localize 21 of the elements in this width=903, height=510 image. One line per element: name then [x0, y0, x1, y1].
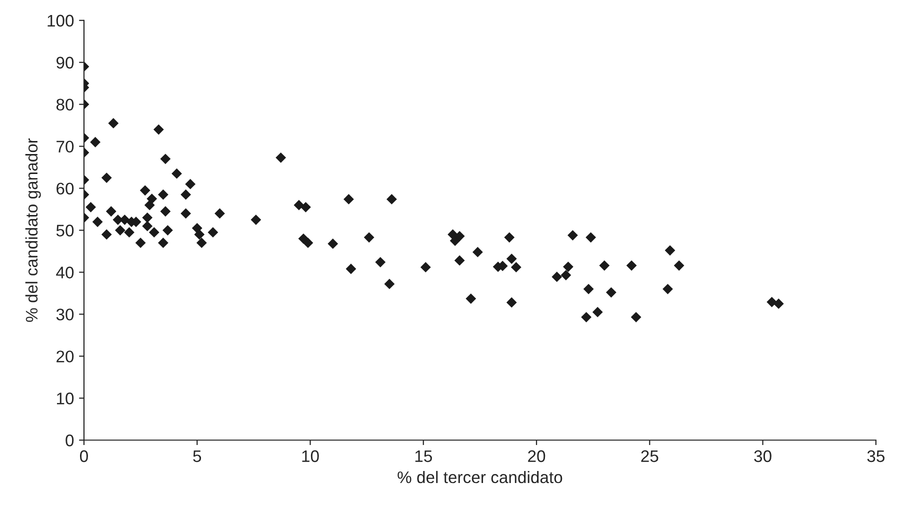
- y-tick-label: 10: [56, 392, 74, 404]
- x-tick-label: 20: [528, 450, 546, 462]
- x-axis-title: % del tercer candidato: [398, 470, 562, 484]
- y-tick-label: 80: [56, 98, 74, 111]
- x-tick-label: 35: [867, 450, 884, 462]
- x-tick-label: 25: [641, 450, 658, 462]
- y-tick-label: 30: [56, 308, 74, 320]
- x-tick-label: 30: [754, 450, 772, 462]
- y-tick-label: 60: [56, 182, 74, 194]
- y-tick-label: 90: [56, 56, 74, 69]
- x-tick-label: 0: [80, 450, 88, 462]
- y-tick-label: 100: [48, 14, 74, 27]
- y-axis-title: % del candidato ganador: [25, 138, 41, 322]
- y-tick-label: 50: [56, 224, 74, 236]
- x-tick-label: 5: [193, 450, 202, 462]
- x-tick-label: 10: [302, 450, 319, 462]
- y-tick-label: 0: [66, 434, 74, 446]
- y-tick-label: 20: [56, 350, 74, 362]
- y-tick-label: 40: [56, 266, 74, 278]
- x-tick-label: 15: [415, 450, 432, 462]
- y-tick-label: 70: [56, 140, 74, 153]
